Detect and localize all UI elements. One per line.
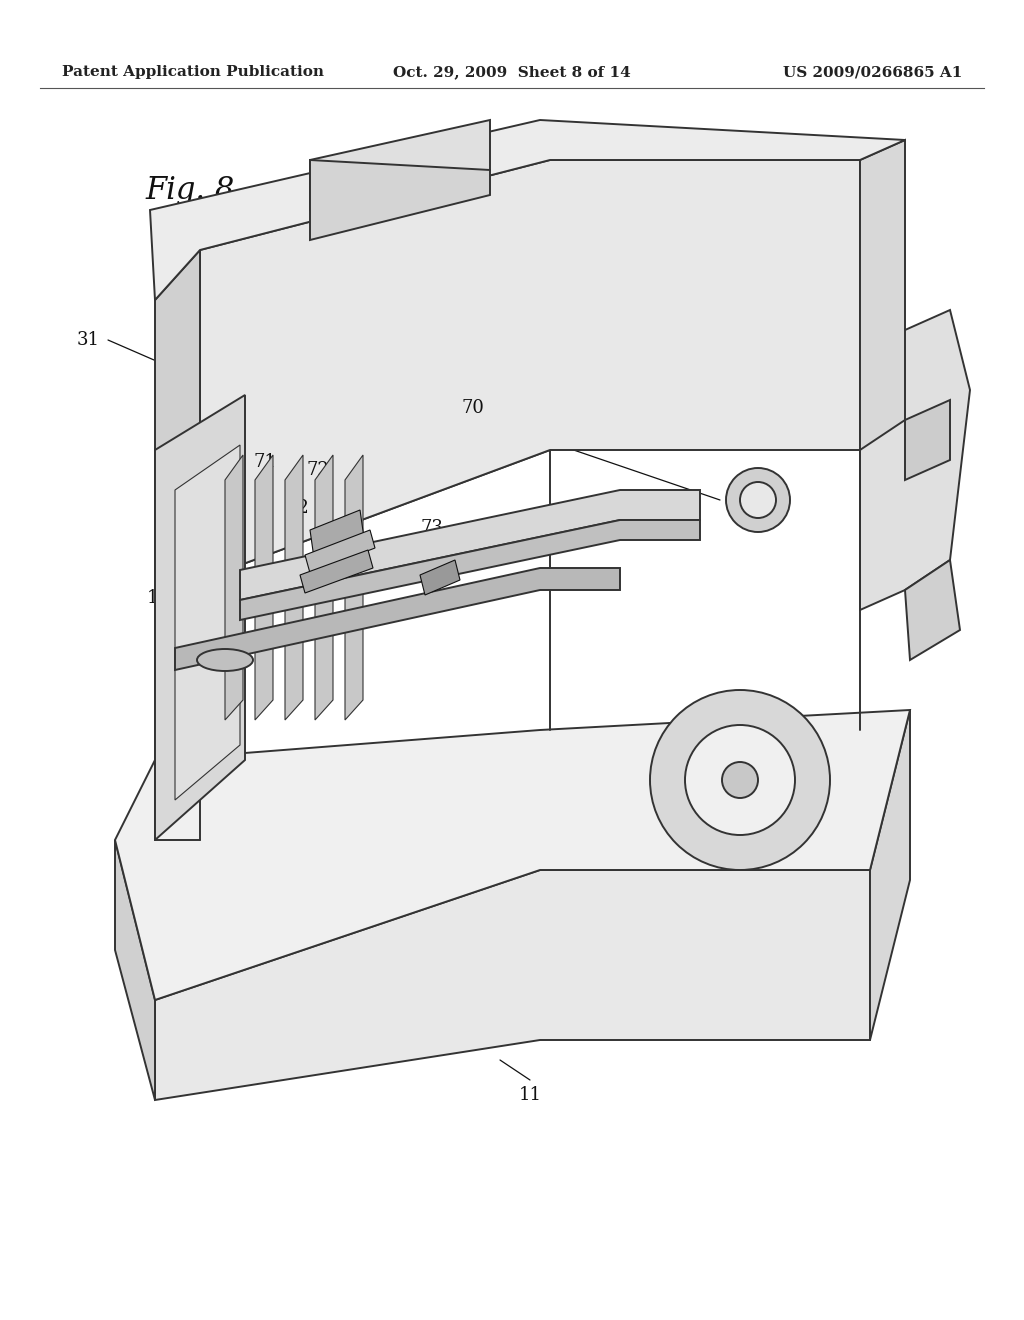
Text: US 2009/0266865 A1: US 2009/0266865 A1 — [782, 65, 962, 79]
Polygon shape — [240, 490, 700, 601]
Polygon shape — [255, 455, 273, 719]
Polygon shape — [300, 550, 373, 593]
Text: 13: 13 — [146, 589, 170, 607]
Text: 73: 73 — [421, 519, 443, 537]
Polygon shape — [315, 455, 333, 719]
Text: Patent Application Publication: Patent Application Publication — [62, 65, 324, 79]
Polygon shape — [345, 455, 362, 719]
Polygon shape — [860, 140, 905, 450]
Polygon shape — [155, 249, 200, 640]
Text: 72: 72 — [287, 499, 309, 517]
Polygon shape — [155, 395, 245, 840]
Polygon shape — [310, 120, 490, 210]
Circle shape — [650, 690, 830, 870]
Polygon shape — [175, 568, 620, 671]
Text: Fig. 8: Fig. 8 — [145, 176, 234, 206]
Circle shape — [685, 725, 795, 836]
Polygon shape — [860, 310, 970, 610]
Text: 72: 72 — [306, 461, 330, 479]
Polygon shape — [285, 455, 303, 719]
Polygon shape — [155, 870, 870, 1100]
Polygon shape — [150, 120, 905, 300]
Polygon shape — [420, 560, 460, 595]
Polygon shape — [225, 455, 243, 719]
Polygon shape — [115, 710, 910, 1001]
Polygon shape — [310, 510, 365, 565]
Circle shape — [740, 482, 776, 517]
Text: 70: 70 — [462, 399, 484, 417]
Text: 31: 31 — [77, 331, 99, 348]
Text: Oct. 29, 2009  Sheet 8 of 14: Oct. 29, 2009 Sheet 8 of 14 — [393, 65, 631, 79]
Polygon shape — [305, 531, 375, 573]
Polygon shape — [310, 160, 490, 240]
Polygon shape — [870, 710, 910, 1040]
Polygon shape — [240, 520, 700, 620]
Polygon shape — [175, 445, 240, 800]
Circle shape — [726, 469, 790, 532]
Polygon shape — [905, 400, 950, 480]
Polygon shape — [905, 560, 961, 660]
Ellipse shape — [197, 649, 253, 671]
Circle shape — [722, 762, 758, 799]
Polygon shape — [200, 160, 860, 579]
Polygon shape — [115, 840, 155, 1100]
Text: 71: 71 — [254, 453, 276, 471]
Text: 11: 11 — [518, 1086, 542, 1104]
